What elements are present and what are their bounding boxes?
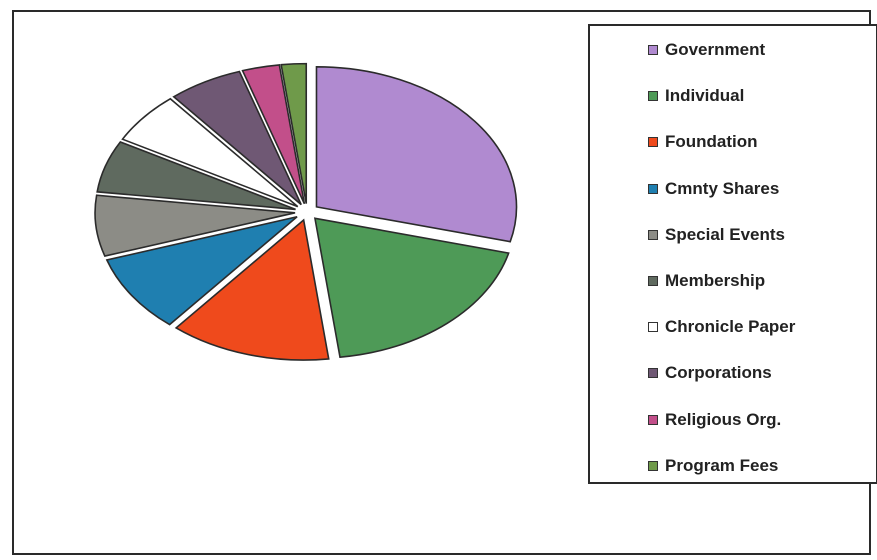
chart-legend: Government Individual Foundation Cmnty Shar… [588,24,877,484]
legend-label: Foundation [665,132,758,152]
legend-swatch [648,229,658,240]
legend-swatch [648,460,658,471]
legend-item-government: Government [648,38,765,62]
pie-slice-program-fees [280,62,308,204]
legend-label: Individual [665,86,745,106]
pie-slice-membership [96,141,296,211]
legend-label: Religious Org. [665,409,782,429]
legend-item-corporations: Corporations [648,361,772,385]
legend-label: Corporations [665,363,772,383]
legend-item-membership: Membership [648,269,765,293]
pie-slice-government [315,66,518,243]
legend-swatch [648,183,658,194]
pie-chart [94,62,518,361]
legend-swatch [648,368,658,379]
legend-swatch [648,322,658,333]
legend-label: Chronicle Paper [665,317,796,337]
legend-item-program-fees: Program Fees [648,454,778,478]
legend-item-cmnty-shares: Cmnty Shares [648,177,779,201]
legend-label: Membership [665,271,766,290]
legend-item-foundation: Foundation [648,130,758,154]
chart-frame: Government Individual Foundation Cmnty Shar… [12,10,877,555]
legend-item-religious-org: Religious Org. [648,408,781,432]
legend-swatch [648,276,658,286]
legend-swatch [648,91,658,102]
legend-item-individual: Individual [648,84,744,108]
legend-label: Government [665,40,766,59]
pie-slice-cmnty-shares [105,215,298,326]
pie-slice-foundation [174,218,330,361]
pie-slice-individual [313,217,510,359]
legend-swatch [648,414,658,425]
legend-swatch [648,45,658,55]
legend-label: Special Events [665,224,786,244]
pie-slice-corporations [172,70,302,206]
legend-item-special-events: Special Events [648,223,785,247]
legend-label: Cmnty Shares [665,178,780,198]
legend-swatch [648,137,658,148]
pie-slice-special-events [94,194,296,257]
pie-slice-chronicle-paper [121,97,299,208]
legend-label: Program Fees [665,455,779,475]
pie-slice-religious-org [241,64,306,205]
legend-item-chronicle-paper: Chronicle Paper [648,315,795,339]
